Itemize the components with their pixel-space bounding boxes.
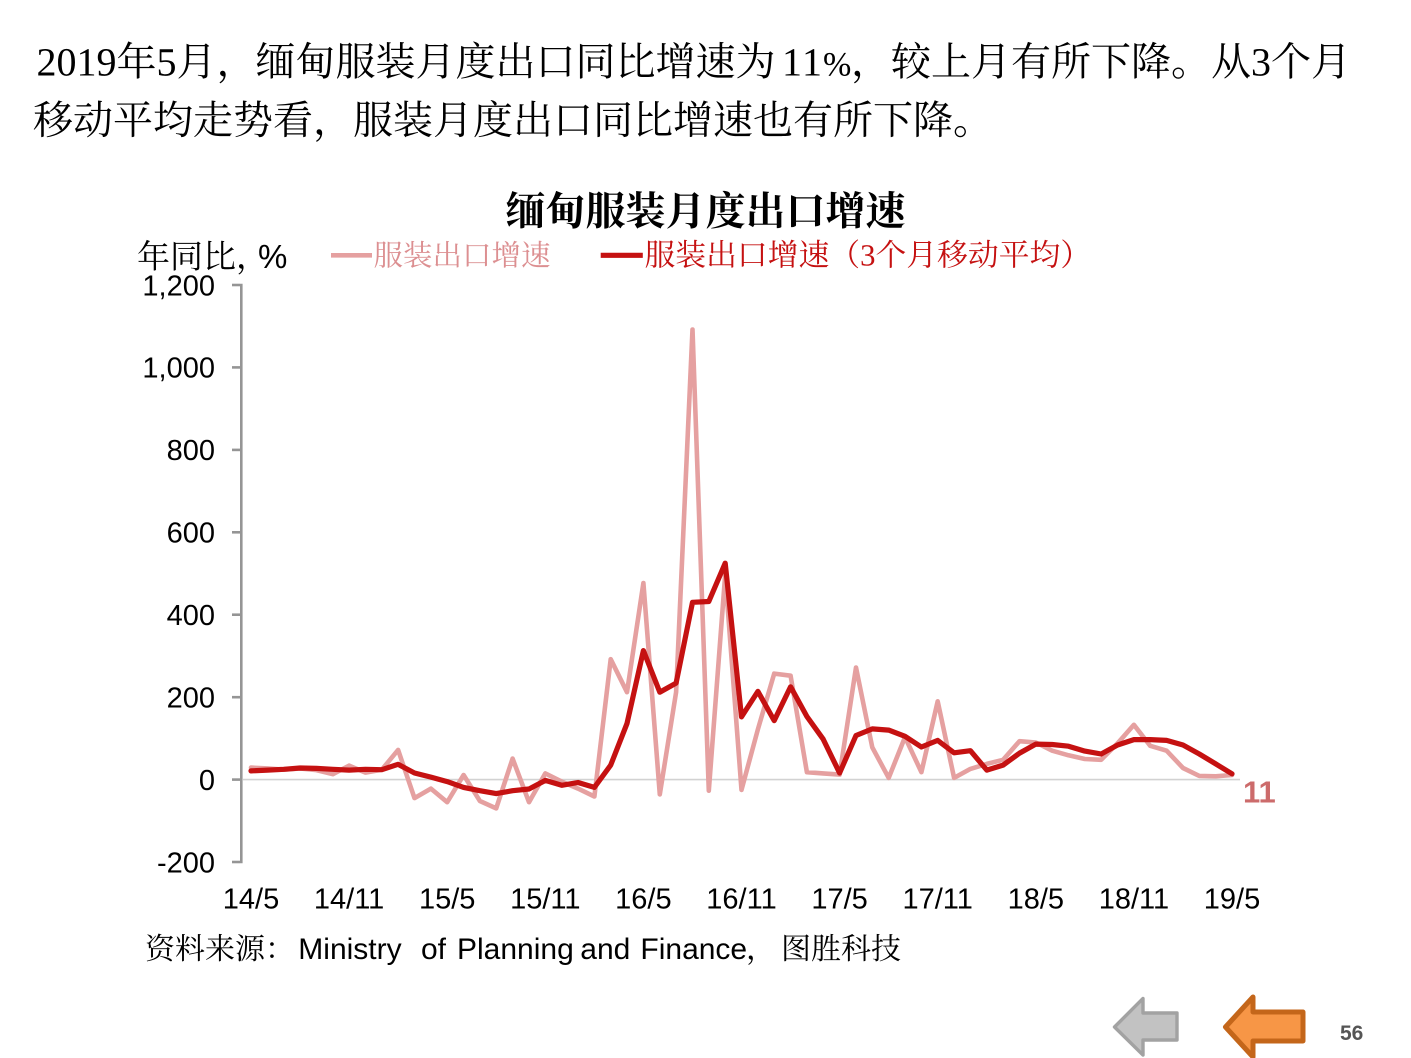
svg-text:200: 200 (167, 683, 215, 715)
svg-text:14/11: 14/11 (314, 884, 384, 916)
svg-text:Finance: Finance (640, 933, 747, 966)
svg-text:15/5: 15/5 (419, 884, 475, 916)
svg-text:%: % (258, 238, 287, 275)
svg-text:18/11: 18/11 (1099, 884, 1169, 916)
svg-text:15/11: 15/11 (510, 884, 580, 916)
svg-text:0: 0 (199, 765, 215, 797)
svg-text:19/5: 19/5 (1204, 884, 1260, 916)
svg-text:800: 800 (167, 435, 215, 467)
svg-text:Ministry: Ministry (298, 933, 401, 966)
svg-text:and: and (580, 933, 630, 966)
svg-text:1,000: 1,000 (142, 353, 215, 385)
svg-text:17/5: 17/5 (811, 884, 867, 916)
svg-text:16/5: 16/5 (615, 884, 671, 916)
svg-text:11: 11 (1243, 775, 1276, 810)
svg-text:14/5: 14/5 (223, 884, 279, 916)
svg-text:17/11: 17/11 (902, 884, 972, 916)
svg-text:1,200: 1,200 (142, 270, 215, 302)
svg-text:400: 400 (167, 600, 215, 632)
svg-text:-200: -200 (157, 847, 215, 879)
svg-text:56: 56 (1340, 1022, 1363, 1045)
svg-text:of: of (421, 933, 447, 966)
svg-text:600: 600 (167, 518, 215, 550)
svg-text:Planning: Planning (457, 933, 574, 966)
svg-text:18/5: 18/5 (1008, 884, 1064, 916)
svg-text:16/11: 16/11 (706, 884, 776, 916)
